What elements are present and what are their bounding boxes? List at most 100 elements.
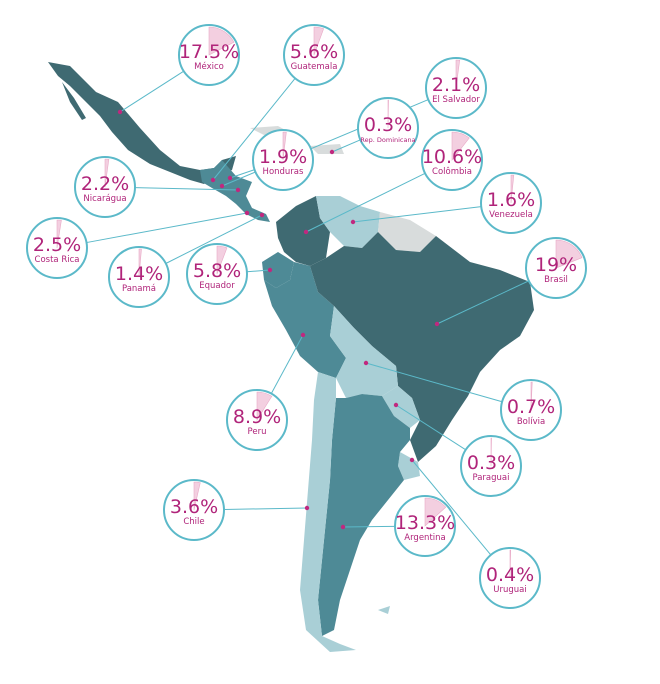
share-label: 0.7% xyxy=(507,396,555,418)
country-badge: 2.1%El Salvador xyxy=(425,57,487,119)
share-label: 17.5% xyxy=(179,41,239,63)
location-dot xyxy=(227,175,233,181)
share-wedge xyxy=(138,248,142,278)
share-label: 0.4% xyxy=(486,564,534,586)
country-name: Colômbia xyxy=(432,166,472,177)
connector xyxy=(352,206,482,223)
country-badge: 1.9%Honduras xyxy=(252,129,314,191)
country-name: Costa Rica xyxy=(35,255,80,265)
share-label: 5.6% xyxy=(290,41,338,63)
location-dot xyxy=(303,229,309,235)
brazil-shape xyxy=(310,232,534,462)
connector xyxy=(223,507,308,510)
country-name: Paraguai xyxy=(472,473,509,483)
share-label: 13.3% xyxy=(395,512,455,534)
landmass xyxy=(48,62,534,652)
share-label: 3.6% xyxy=(170,496,218,518)
share-wedge xyxy=(387,99,389,129)
country-name: Argentina xyxy=(404,533,445,543)
mexico-shape xyxy=(48,62,236,184)
share-label: 1.4% xyxy=(115,263,163,285)
country-name: El Salvador xyxy=(432,95,480,105)
country-badge: 0.3%Paraguai xyxy=(460,435,522,497)
share-label: 19% xyxy=(535,254,577,276)
country-badge: 8.9%Peru xyxy=(226,389,288,451)
share-wedge xyxy=(256,391,273,422)
share-label: 10.6% xyxy=(422,146,482,168)
country-name: México xyxy=(194,61,224,72)
share-label: 1.6% xyxy=(487,189,535,211)
country-badge: 5.6%Guatemala xyxy=(283,24,345,86)
share-wedge xyxy=(313,26,325,56)
share-wedge xyxy=(193,481,201,511)
share-wedge xyxy=(555,239,583,269)
location-dot xyxy=(300,332,306,338)
guianas-shape xyxy=(378,212,436,252)
country-badge: 0.3%Rep. Dominicana xyxy=(357,97,419,159)
country-name: Guatemala xyxy=(291,62,338,72)
location-dot xyxy=(244,210,250,216)
peru-shape xyxy=(264,262,346,378)
location-dot xyxy=(117,109,123,115)
ecuador-shape xyxy=(262,252,294,288)
location-dot xyxy=(350,219,356,225)
share-label: 1.9% xyxy=(259,146,307,168)
country-badge: 13.3%Argentina xyxy=(394,495,456,557)
country-name: Rep. Dominicana xyxy=(360,136,415,144)
country-badge: 0.4%Uruguai xyxy=(479,547,541,609)
country-name: Peru xyxy=(248,427,267,437)
location-dot xyxy=(409,457,415,463)
location-dot xyxy=(235,187,241,193)
connector xyxy=(229,169,255,179)
share-wedge xyxy=(530,381,533,411)
connector xyxy=(270,334,304,394)
share-label: 2.5% xyxy=(33,234,81,256)
venezuela-shape xyxy=(316,196,380,248)
country-name: Nicarágua xyxy=(83,194,126,204)
location-dot xyxy=(304,505,310,511)
connector xyxy=(342,525,396,528)
connector xyxy=(395,404,467,451)
country-name: Uruguai xyxy=(493,585,526,595)
location-dot xyxy=(267,267,273,273)
connector xyxy=(411,459,492,556)
argentina-shape xyxy=(318,394,410,636)
connector xyxy=(305,172,426,233)
country-badge: 1.4%Panamá xyxy=(108,246,170,308)
country-badge: 10.6%Colômbia xyxy=(421,129,483,191)
share-wedge xyxy=(104,158,110,188)
paraguay-shape xyxy=(382,386,420,428)
location-dot xyxy=(363,360,369,366)
location-dot xyxy=(393,402,399,408)
location-dot xyxy=(434,321,440,327)
share-wedge xyxy=(455,59,461,89)
share-label: 2.1% xyxy=(432,74,480,96)
share-wedge xyxy=(208,26,235,56)
country-name: Brasil xyxy=(544,275,568,285)
share-label: 5.8% xyxy=(193,260,241,282)
share-wedge xyxy=(56,219,62,249)
share-label: 8.9% xyxy=(233,406,281,428)
country-name: Venezuela xyxy=(489,210,533,220)
connector xyxy=(165,214,263,264)
connector xyxy=(134,187,239,191)
share-wedge xyxy=(510,174,515,204)
uruguay-shape xyxy=(398,452,420,480)
country-name: Chile xyxy=(183,517,204,527)
location-dot xyxy=(329,149,335,155)
country-badge: 5.8%Equador xyxy=(186,243,248,305)
connector xyxy=(365,362,503,403)
connector xyxy=(246,269,271,273)
connector xyxy=(86,212,248,244)
central-america-shape xyxy=(200,160,270,222)
connector xyxy=(436,280,530,325)
location-dot xyxy=(340,524,346,530)
country-badge: 2.5%Costa Rica xyxy=(26,217,88,279)
country-name: Equador xyxy=(199,281,235,291)
share-wedge xyxy=(216,245,228,275)
falklands-shape xyxy=(378,606,390,614)
connector xyxy=(331,139,361,153)
country-badge: 0.7%Bolívia xyxy=(500,379,562,441)
share-label: 0.3% xyxy=(364,114,412,136)
